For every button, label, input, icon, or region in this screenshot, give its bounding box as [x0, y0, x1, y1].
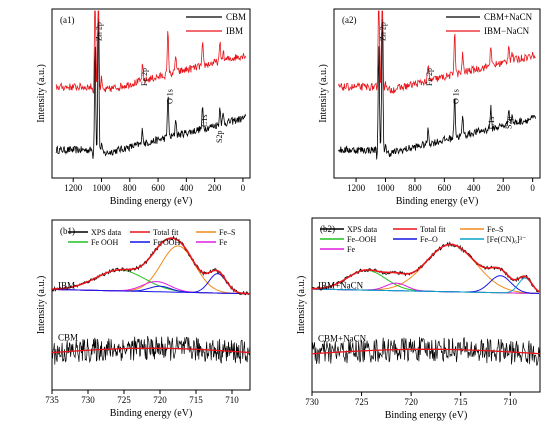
plot-frame — [51, 219, 251, 391]
legend-label: [Fe(CN)₆]³⁻ — [487, 235, 526, 244]
peak-label: S2p — [215, 131, 224, 143]
y-axis-label: Intensity (a.u.) — [318, 64, 329, 123]
legend-label: XPS data — [347, 225, 377, 234]
legend-label: XPS data — [91, 228, 121, 237]
x-tick-label: 735 — [45, 395, 59, 405]
series-IBM−NaCN — [338, 10, 536, 95]
x-tick-label: 725 — [355, 397, 369, 407]
component-peak — [312, 277, 540, 294]
peak-label: Zn 2p — [378, 22, 387, 41]
legend-label: Fe — [347, 245, 355, 254]
component-peak — [52, 245, 250, 295]
x-axis-label: Binding energy (eV) — [110, 408, 193, 419]
legend-label: Total fit — [420, 225, 446, 234]
x-tick-label: 400 — [467, 183, 481, 193]
total-fit-lower — [312, 348, 540, 355]
plot-frame — [333, 8, 541, 179]
legend-label: Total fit — [153, 228, 179, 237]
x-tick-label: 730 — [305, 397, 319, 407]
xps-data-lower — [51, 336, 251, 365]
peak-label: C1s — [487, 117, 496, 129]
legend-label: Fe OOH — [91, 238, 119, 247]
xps-data-lower — [311, 336, 541, 367]
x-tick-label: 1200 — [347, 183, 366, 193]
x-axis-label: Binding energy (eV) — [385, 410, 468, 421]
x-tick-label: 600 — [151, 183, 165, 193]
legend-label: Fe–S — [219, 228, 235, 237]
x-tick-label: 200 — [496, 183, 510, 193]
panel-b2: 730 725 720 715 710 Binding energy (eV) Intens… — [296, 217, 541, 421]
peak-label: O 1s — [451, 89, 460, 104]
series-CBM+NaCN — [338, 18, 536, 160]
x-tick-label: 1200 — [64, 183, 83, 193]
sample-label: IBM+NaCN — [318, 280, 364, 290]
y-axis-label: Intensity (a.u.) — [296, 276, 307, 335]
y-axis-label: Intensity (a.u.) — [36, 64, 47, 123]
peak-label: Fe 2p — [425, 68, 434, 86]
x-tick-label: 800 — [123, 183, 137, 193]
legend-label: CBM — [226, 12, 246, 22]
x-tick-label: 1000 — [93, 183, 112, 193]
legend-label: Fe OOH — [153, 238, 181, 247]
total-fit-upper — [312, 243, 540, 293]
x-tick-label: 720 — [404, 397, 418, 407]
sample-label: IBM — [58, 281, 75, 291]
x-tick-label: 800 — [408, 183, 422, 193]
peak-label: O 1s — [165, 89, 174, 104]
x-tick-label: 710 — [225, 395, 239, 405]
legend-label: IBM−NaCN — [484, 26, 530, 36]
x-tick-label: 710 — [504, 397, 518, 407]
component-peak — [52, 285, 250, 295]
legend-label: Fe–O — [420, 235, 438, 244]
x-tick-label: 730 — [81, 395, 95, 405]
x-tick-label: 1000 — [377, 183, 396, 193]
total-fit-upper — [52, 237, 251, 295]
x-tick-label: 725 — [117, 395, 131, 405]
panel-a1: 1200 1000 800 600 400 200 0 Binding energy (eV)… — [36, 8, 251, 207]
plot-frame — [51, 8, 251, 179]
panel-a2: 1200 1000 800 600 400 200 0 Binding energy (eV)… — [318, 8, 541, 207]
x-tick-label: 600 — [438, 183, 452, 193]
x-tick-label: 0 — [241, 183, 246, 193]
panel-b1: 735 730 725 720 715 710 Binding energy (eV) Int… — [36, 219, 251, 419]
total-fit-lower — [52, 347, 250, 354]
x-tick-label: 400 — [180, 183, 194, 193]
legend-label: IBM — [226, 26, 243, 36]
panel-label-b1: (b1) — [60, 226, 75, 236]
panel-label-a1: (a1) — [60, 15, 75, 25]
x-axis-label: Binding energy (eV) — [396, 196, 479, 207]
x-tick-label: 200 — [208, 183, 222, 193]
peak-label: Fe 2p — [140, 68, 149, 86]
legend-label: Fe — [219, 238, 227, 247]
x-tick-label: 0 — [530, 183, 535, 193]
sample-label: CBM+NaCN — [318, 334, 367, 344]
series-CBM — [55, 17, 247, 159]
series-IBM — [55, 10, 247, 94]
y-axis-label: Intensity (a.u.) — [36, 276, 47, 335]
legend-label: Fe–OOH — [347, 235, 377, 244]
x-tick-label: 715 — [189, 395, 203, 405]
peak-label: Zn 2p — [94, 22, 103, 41]
legend-label: Fe–S — [487, 225, 503, 234]
x-tick-label: 715 — [454, 397, 468, 407]
peak-label: S2p — [504, 117, 513, 129]
peak-label: C1s — [200, 115, 209, 127]
panel-label-a2: (a2) — [342, 15, 357, 25]
plot-frame — [311, 217, 541, 393]
legend-label: CBM+NaCN — [484, 12, 533, 22]
sample-label: CBM — [58, 333, 78, 343]
x-tick-label: 720 — [153, 395, 167, 405]
x-axis-label: Binding energy (eV) — [110, 196, 193, 207]
